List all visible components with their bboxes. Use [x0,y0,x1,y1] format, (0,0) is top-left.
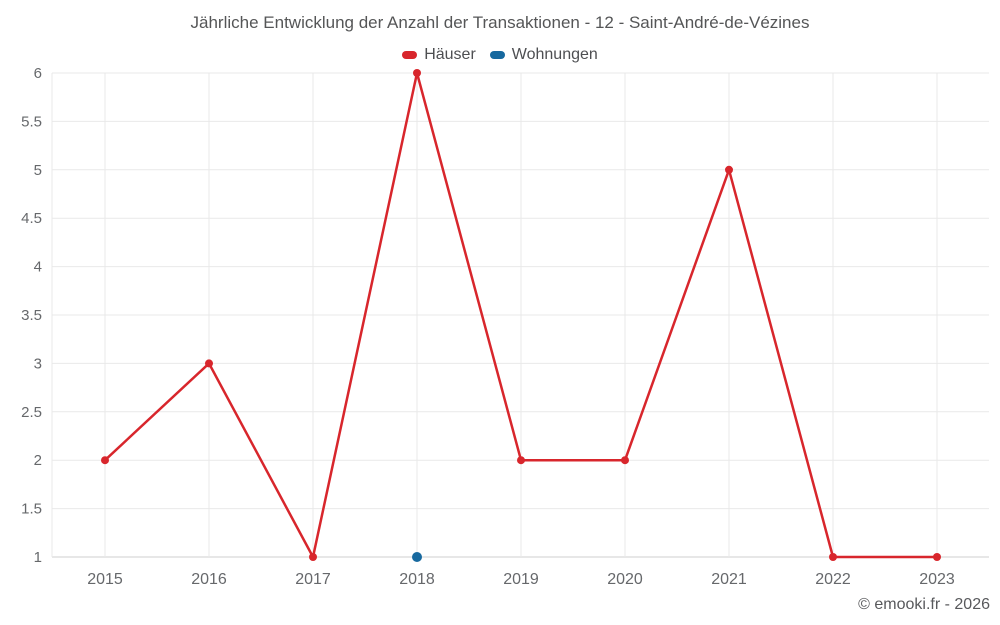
data-point-hauser[interactable] [413,69,421,77]
data-point-hauser[interactable] [309,553,317,561]
y-tick-label: 3 [34,355,42,372]
data-point-hauser[interactable] [933,553,941,561]
x-tick-label: 2017 [295,571,331,588]
y-tick-label: 5.5 [21,113,42,130]
x-tick-label: 2021 [711,571,747,588]
x-tick-label: 2015 [87,571,123,588]
x-tick-label: 2020 [607,571,643,588]
y-tick-label: 1.5 [21,501,42,518]
chart-legend: Häuser Wohnungen [0,46,1000,64]
legend-item-wohnungen[interactable]: Wohnungen [489,46,598,64]
y-tick-label: 4.5 [21,210,42,227]
x-tick-label: 2022 [815,571,851,588]
legend-item-hauser[interactable]: Häuser [402,46,476,64]
y-tick-label: 1 [34,549,42,566]
legend-label-wohnungen: Wohnungen [511,46,598,63]
x-tick-label: 2018 [399,571,435,588]
legend-label-hauser: Häuser [424,46,476,63]
y-tick-label: 5 [34,162,42,179]
data-point-hauser[interactable] [205,359,213,368]
legend-swatch-wohnungen [489,51,505,59]
data-point-hauser[interactable] [517,456,525,465]
data-point-hauser[interactable] [101,456,109,465]
data-point-hauser[interactable] [829,553,837,561]
chart-footer-credit: © emooki.fr - 2026 [858,596,990,613]
data-point-hauser[interactable] [621,456,629,465]
data-point-hauser[interactable] [725,165,733,174]
y-tick-label: 3.5 [21,307,42,324]
x-tick-label: 2023 [919,571,955,588]
data-point-wohnungen[interactable] [412,552,422,562]
legend-swatch-hauser [402,51,418,59]
y-tick-label: 2.5 [21,404,42,421]
x-tick-label: 2019 [503,571,539,588]
chart-title: Jährliche Entwicklung der Anzahl der Tra… [190,13,810,32]
y-tick-label: 2 [34,452,42,469]
y-tick-label: 6 [34,65,42,82]
y-tick-label: 4 [34,259,42,276]
x-tick-label: 2016 [191,571,227,588]
